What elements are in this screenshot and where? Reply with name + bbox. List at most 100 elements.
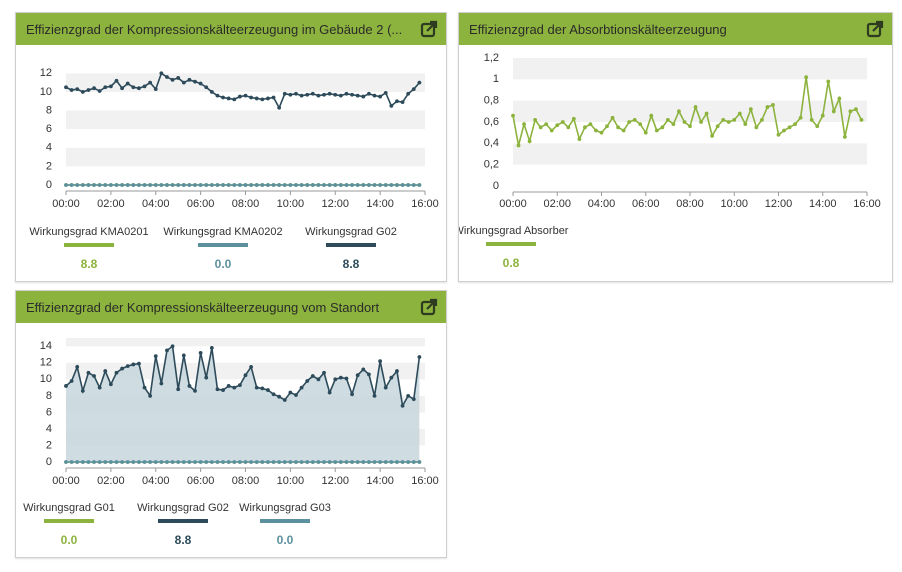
- data-point: [271, 460, 276, 464]
- open-external-icon[interactable]: [866, 20, 884, 38]
- data-point: [215, 93, 220, 98]
- data-point: [198, 350, 203, 355]
- data-point: [64, 183, 68, 187]
- data-point: [108, 460, 113, 464]
- data-point: [327, 460, 332, 464]
- data-point: [176, 183, 181, 187]
- data-point: [322, 92, 326, 97]
- widget-panel: Effizienzgrad der Kompressionskälteerzeu…: [15, 12, 447, 282]
- y-tick-label: 0,8: [484, 95, 499, 107]
- grid-band: [513, 58, 867, 80]
- x-tick-label: 16:00: [411, 198, 439, 210]
- data-point: [826, 79, 831, 84]
- data-point: [411, 397, 416, 402]
- data-point: [294, 91, 298, 96]
- data-point: [372, 183, 377, 187]
- data-point: [120, 366, 124, 371]
- data-point: [588, 122, 593, 127]
- data-point: [108, 183, 113, 187]
- data-point: [271, 95, 276, 100]
- chart: 0 2 4 6 8 10 12 00:00 02:00 04:00 06:00 08:00 10:00 1…: [29, 67, 439, 271]
- data-point: [682, 120, 687, 124]
- data-point: [131, 183, 136, 187]
- data-point: [809, 117, 814, 122]
- y-tick-label: 8: [46, 390, 52, 402]
- data-point: [677, 109, 681, 114]
- open-external-icon[interactable]: [420, 298, 438, 316]
- x-tick-label: 16:00: [853, 198, 881, 210]
- series-line: [65, 344, 421, 409]
- x-tick-label: 10:00: [720, 198, 748, 210]
- data-point: [125, 460, 130, 464]
- data-point: [831, 109, 836, 114]
- data-point: [142, 460, 147, 464]
- data-point: [159, 183, 164, 187]
- data-point: [181, 353, 186, 358]
- data-point: [125, 183, 130, 187]
- data-point: [344, 183, 349, 187]
- data-point: [226, 460, 231, 464]
- y-tick-label: 8: [46, 104, 52, 116]
- y-tick-label: 6: [46, 406, 52, 418]
- widget-header: Effizienzgrad der Kompressionskälteerzeu…: [16, 13, 446, 45]
- data-point: [737, 111, 742, 116]
- data-point: [153, 354, 158, 359]
- data-point: [400, 460, 405, 464]
- y-tick-label: 0: [46, 179, 52, 191]
- data-point: [344, 91, 349, 96]
- data-point: [64, 85, 68, 90]
- x-tick-label: 02:00: [97, 198, 125, 210]
- data-point: [854, 107, 858, 112]
- x-tick-label: 12:00: [321, 198, 349, 210]
- data-point: [361, 367, 366, 372]
- legend-name: Wirkungsgrad KMA0201: [29, 226, 148, 238]
- data-point: [406, 460, 411, 464]
- y-tick-label: 12: [40, 357, 52, 369]
- data-point: [254, 96, 259, 101]
- data-point: [221, 388, 225, 392]
- x-tick-label: 04:00: [588, 198, 616, 210]
- data-point: [417, 80, 422, 85]
- data-point: [148, 393, 153, 398]
- grid-band: [66, 110, 425, 130]
- grid-band: [66, 147, 425, 167]
- data-point: [260, 460, 265, 464]
- legend-name: Wirkungsgrad KMA0202: [163, 226, 282, 238]
- data-point: [355, 183, 360, 187]
- data-point: [170, 183, 175, 187]
- data-point: [350, 92, 354, 97]
- data-point: [114, 78, 119, 83]
- data-point: [80, 389, 85, 393]
- data-point: [237, 94, 242, 99]
- y-tick-label: 4: [46, 423, 52, 435]
- data-point: [75, 87, 80, 92]
- data-point: [411, 87, 416, 92]
- data-point: [80, 460, 85, 464]
- data-point: [288, 390, 293, 395]
- data-point: [260, 97, 265, 102]
- x-tick-label: 06:00: [187, 475, 215, 487]
- data-point: [204, 375, 209, 380]
- data-point: [237, 460, 242, 464]
- open-external-icon[interactable]: [420, 20, 438, 38]
- data-point: [249, 95, 254, 100]
- data-point: [842, 135, 847, 139]
- data-point: [516, 143, 521, 148]
- legend-value: 8.8: [81, 257, 98, 271]
- x-tick-label: 00:00: [52, 198, 80, 210]
- data-point: [372, 393, 377, 398]
- data-point: [417, 355, 422, 359]
- data-point: [92, 183, 96, 187]
- data-point: [165, 75, 169, 79]
- data-point: [243, 460, 248, 464]
- data-point: [411, 460, 416, 464]
- data-point: [305, 92, 310, 97]
- data-point: [209, 460, 214, 464]
- data-point: [305, 183, 310, 187]
- x-tick-label: 12:00: [321, 475, 349, 487]
- data-point: [187, 460, 192, 464]
- data-point: [277, 460, 282, 464]
- data-point: [75, 460, 80, 464]
- x-tick-label: 16:00: [411, 475, 439, 487]
